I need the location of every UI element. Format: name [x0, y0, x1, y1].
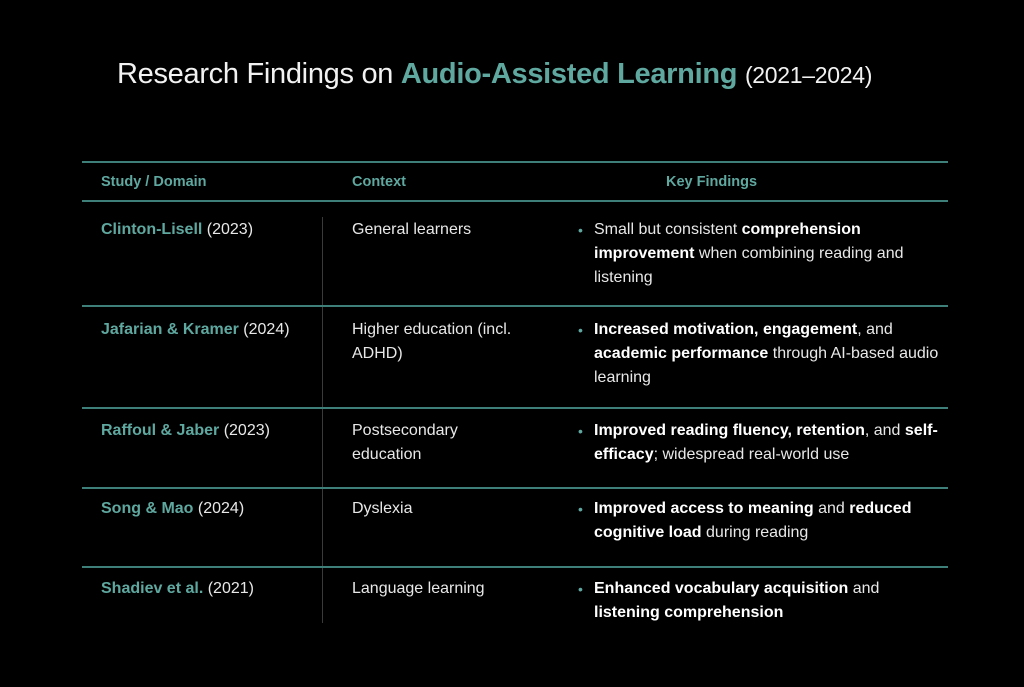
finding-emphasis: self-efficacy — [594, 422, 938, 463]
header-study: Study / Domain — [101, 174, 207, 190]
title-years: (2021–2024) — [744, 62, 873, 88]
study-name: Shadiev et al. — [101, 580, 204, 597]
column-divider — [322, 217, 323, 623]
bullet-icon: • — [578, 581, 583, 597]
study-name: Raffoul & Jaber — [101, 422, 220, 439]
study-name: Clinton-Lisell — [101, 221, 203, 238]
header-context: Context — [352, 174, 406, 190]
findings-cell: Increased motivation, engagement, and ac… — [594, 318, 939, 390]
study-name: Song & Mao — [101, 500, 194, 517]
study-cell: Shadiev et al. (2021) — [101, 577, 254, 601]
finding-text: through AI-based audio learning — [594, 345, 939, 386]
bullet-icon: • — [578, 322, 583, 338]
finding-text: and — [848, 580, 880, 597]
finding-emphasis: comprehension improvement — [594, 221, 861, 262]
context-cell: General learners — [352, 221, 472, 238]
finding-text: Small but consistent — [594, 221, 742, 238]
context-cell: Language learning — [352, 580, 485, 597]
finding-text: , and — [857, 321, 893, 338]
finding-emphasis: Improved access to meaning — [594, 500, 814, 517]
study-year: (2024) — [197, 500, 245, 517]
finding-emphasis: reduced cognitive load — [594, 500, 912, 541]
context-cell: Dyslexia — [352, 500, 413, 517]
finding-text: , and — [864, 422, 905, 439]
study-year: (2023) — [223, 422, 270, 439]
finding-emphasis: listening comprehension — [594, 604, 784, 621]
table-top-rule — [82, 161, 948, 163]
study-cell: Clinton-Lisell (2023) — [101, 218, 253, 242]
findings-cell: Improved reading fluency, retention, and… — [594, 419, 939, 467]
finding-text: ; widespread real-world use — [653, 446, 850, 463]
finding-text: and — [813, 500, 850, 517]
row-divider — [82, 566, 948, 568]
header-rule — [82, 200, 948, 202]
finding-emphasis: Improved reading fluency, retention — [594, 422, 865, 439]
finding-text: when combining reading and listening — [594, 245, 904, 286]
header-findings: Key Findings — [666, 174, 758, 190]
bullet-icon: • — [578, 222, 583, 238]
study-year: (2024) — [243, 321, 290, 338]
study-year: (2023) — [206, 221, 254, 238]
page-title: Research Findings on Audio-Assisted Lear… — [117, 58, 872, 91]
findings-cell: Small but consistent comprehension impro… — [594, 218, 939, 290]
row-divider — [82, 407, 948, 409]
study-cell: Jafarian & Kramer (2024) — [101, 318, 290, 342]
context-cell: Postsecondary education — [352, 422, 458, 463]
finding-emphasis: Increased motivation, engagement — [594, 321, 858, 338]
study-cell: Raffoul & Jaber (2023) — [101, 419, 270, 443]
row-divider — [82, 305, 948, 307]
bullet-icon: • — [578, 423, 583, 439]
finding-text: during reading — [701, 524, 809, 541]
context-cell: Higher education (incl. ADHD) — [352, 321, 512, 362]
row-divider — [82, 487, 948, 489]
study-name: Jafarian & Kramer — [101, 321, 239, 338]
study-year: (2021) — [207, 580, 254, 597]
finding-emphasis: academic performance — [594, 345, 769, 362]
bullet-icon: • — [578, 501, 583, 517]
title-prefix: Research Findings on — [117, 58, 401, 90]
findings-cell: Enhanced vocabulary acquisition and list… — [594, 577, 939, 625]
findings-cell: Improved access to meaning and reduced c… — [594, 497, 939, 545]
finding-emphasis: Enhanced vocabulary acquisition — [594, 580, 849, 597]
title-accent: Audio-Assisted Learning — [400, 58, 738, 90]
study-cell: Song & Mao (2024) — [101, 497, 244, 521]
